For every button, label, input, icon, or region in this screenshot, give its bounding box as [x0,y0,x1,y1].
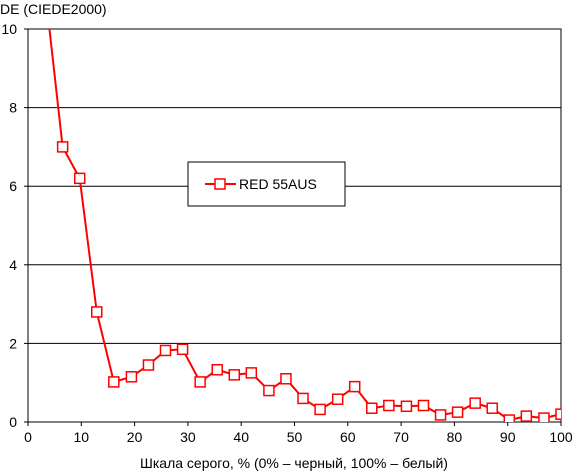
x-tick-label: 80 [447,429,463,445]
data-point [434,409,447,421]
x-tick-label: 90 [500,429,516,445]
data-point [211,363,223,376]
data-point [486,402,498,414]
legend-label: RED 55AUS [239,176,317,192]
data-point [142,359,155,371]
x-tick-label: 100 [549,429,573,445]
data-point [314,403,326,416]
data-point [469,397,481,409]
y-axis-title: DE (CIEDE2000) [0,1,107,17]
y-tick-label: 4 [9,257,17,273]
data-point [73,172,86,185]
data-point [125,371,138,383]
data-point [263,384,275,397]
data-point [280,373,292,385]
data-point [297,392,309,405]
data-point [383,399,395,412]
data-point [194,376,206,388]
x-tick-label: 20 [127,429,143,445]
x-axis-title: Шкала серого, % (0% – черный, 100% – бел… [140,455,448,471]
data-point [348,380,361,393]
data-point [555,408,561,420]
x-tick-label: 70 [393,429,409,445]
data-point [538,412,550,422]
data-point [108,376,120,388]
data-point [228,369,241,381]
data-point [91,306,103,318]
legend: RED 55AUS [187,161,346,207]
plot-frame [27,28,562,423]
data-point [503,414,516,422]
y-tick-label: 0 [9,414,17,430]
data-point [159,344,172,357]
x-tick-label: 30 [180,429,196,445]
data-point [451,406,464,418]
x-tick-label: 60 [340,429,356,445]
grid [28,107,561,344]
x-tick-label: 0 [24,429,32,445]
data-point [417,399,430,412]
data-point [245,367,258,379]
data-point [520,410,533,422]
series-group [48,29,561,422]
y-tick-label: 2 [9,335,17,351]
x-axis: 0 10 20 30 40 50 60 70 80 90 100 [24,422,573,445]
data-point [176,343,189,356]
y-tick-label: 10 [1,21,17,37]
data-point [366,402,378,414]
x-tick-label: 10 [74,429,90,445]
x-tick-label: 50 [287,429,303,445]
data-point [331,393,344,405]
y-axis: 0 2 4 6 8 10 [1,21,28,430]
data-point [400,400,413,413]
legend-marker [214,178,226,190]
series-line [48,29,561,422]
y-tick-label: 6 [9,178,17,194]
data-point [56,141,69,153]
x-tick-label: 40 [233,429,249,445]
y-tick-label: 8 [9,100,17,116]
